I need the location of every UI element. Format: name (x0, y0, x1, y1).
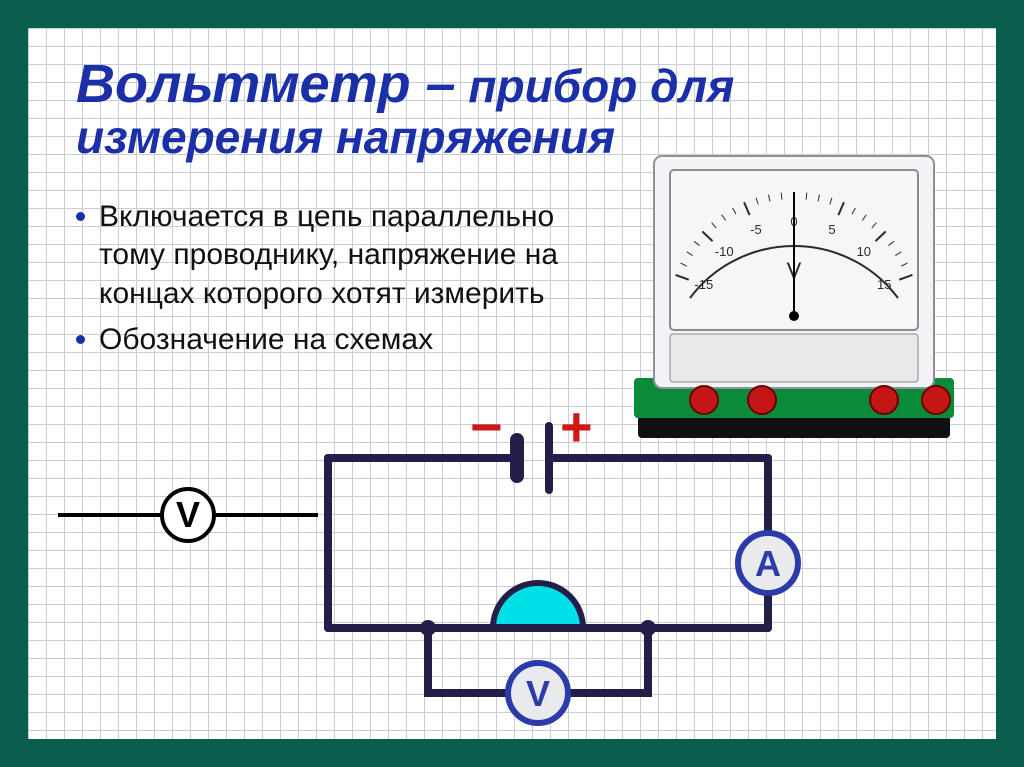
bullet-text: Обозначение на схемах (99, 321, 433, 359)
svg-text:15: 15 (877, 277, 891, 292)
circuit-svg: A V (268, 418, 828, 728)
slide-frame: Вольтметр – прибор для измерения напряже… (0, 0, 1024, 767)
bullet-dot-icon (76, 335, 85, 344)
svg-text:-5: -5 (750, 222, 762, 237)
slide-title: Вольтметр – прибор для измерения напряже… (76, 56, 976, 161)
node (420, 620, 436, 636)
svg-text:10: 10 (857, 244, 871, 259)
svg-text:5: 5 (828, 222, 835, 237)
symbol-letter: V (176, 494, 200, 536)
ammeter-letter: A (755, 543, 781, 584)
device-pivot (789, 311, 799, 321)
lamp-icon (493, 583, 583, 628)
voltmeter-photo: -15-10-5051015 V (614, 148, 974, 448)
slide-content: Вольтметр – прибор для измерения напряже… (28, 28, 996, 739)
bullet-dot-icon (76, 212, 85, 221)
node (640, 620, 656, 636)
wire (428, 628, 508, 693)
wire (568, 628, 648, 693)
svg-text:-10: -10 (715, 244, 734, 259)
circuit-diagram: A V − + (268, 418, 828, 728)
battery-plus-label: + (560, 394, 593, 459)
bullet-item: Включается в цепь параллельно тому прово… (76, 198, 596, 313)
bullet-list: Включается в цепь параллельно тому прово… (76, 198, 596, 368)
voltmeter-letter: V (526, 673, 550, 714)
bullet-item: Обозначение на схемах (76, 321, 596, 359)
bullet-text: Включается в цепь параллельно тому прово… (99, 198, 596, 313)
symbol-circle: V (160, 487, 216, 543)
battery-minus-label: − (470, 394, 503, 459)
svg-text:-15: -15 (694, 277, 713, 292)
device-lower-panel (670, 334, 918, 382)
title-strong: Вольтметр – (76, 54, 456, 114)
